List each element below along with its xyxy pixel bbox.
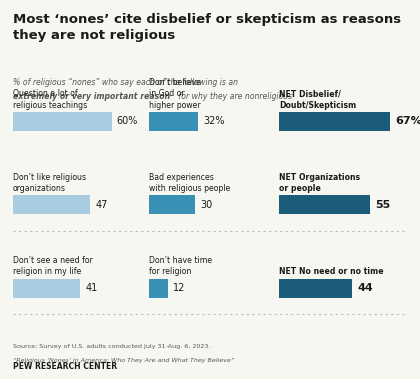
Text: “Religious ‘Nones’ in America: Who They Are and What They Believe”: “Religious ‘Nones’ in America: Who They … xyxy=(13,358,234,363)
Bar xyxy=(149,195,195,214)
Text: Don’t believe
in God or
higher power: Don’t believe in God or higher power xyxy=(149,78,201,110)
Text: Don’t have time
for religion: Don’t have time for religion xyxy=(149,256,212,276)
Text: PEW RESEARCH CENTER: PEW RESEARCH CENTER xyxy=(13,362,117,371)
Bar xyxy=(279,195,370,214)
Text: Most ‘nones’ cite disbelief or skepticism as reasons
they are not religious: Most ‘nones’ cite disbelief or skepticis… xyxy=(13,13,401,42)
Text: 67%: 67% xyxy=(395,116,420,126)
Bar xyxy=(149,112,198,131)
Text: Question a lot of
religious teachings: Question a lot of religious teachings xyxy=(13,89,87,110)
Bar xyxy=(149,279,168,298)
Text: 47: 47 xyxy=(95,200,108,210)
Text: Don’t like religious
organizations: Don’t like religious organizations xyxy=(13,173,86,193)
Text: 41: 41 xyxy=(85,283,97,293)
Text: % of religious “nones” who say each of the following is an: % of religious “nones” who say each of t… xyxy=(13,78,240,87)
Text: for why they are nonreligious: for why they are nonreligious xyxy=(176,92,291,101)
Text: 60%: 60% xyxy=(117,116,138,126)
Text: Bad experiences
with religious people: Bad experiences with religious people xyxy=(149,173,230,193)
Text: NET Disbelief/
Doubt/Skepticism: NET Disbelief/ Doubt/Skepticism xyxy=(279,89,357,110)
Text: 55: 55 xyxy=(375,200,391,210)
Bar xyxy=(13,112,112,131)
Text: NET No need or no time: NET No need or no time xyxy=(279,267,384,276)
Bar xyxy=(13,279,80,298)
Bar xyxy=(279,279,352,298)
Text: Don’t see a need for
religion in my life: Don’t see a need for religion in my life xyxy=(13,256,92,276)
Text: 30: 30 xyxy=(200,200,213,210)
Text: NET Organizations
or people: NET Organizations or people xyxy=(279,173,360,193)
Text: extremely or very important reason: extremely or very important reason xyxy=(13,92,170,101)
Text: 32%: 32% xyxy=(203,116,225,126)
Bar xyxy=(13,195,90,214)
Text: Source: Survey of U.S. adults conducted July 31-Aug. 6, 2023.: Source: Survey of U.S. adults conducted … xyxy=(13,344,210,349)
Text: 44: 44 xyxy=(357,283,373,293)
Bar xyxy=(279,112,390,131)
Text: 12: 12 xyxy=(173,283,185,293)
